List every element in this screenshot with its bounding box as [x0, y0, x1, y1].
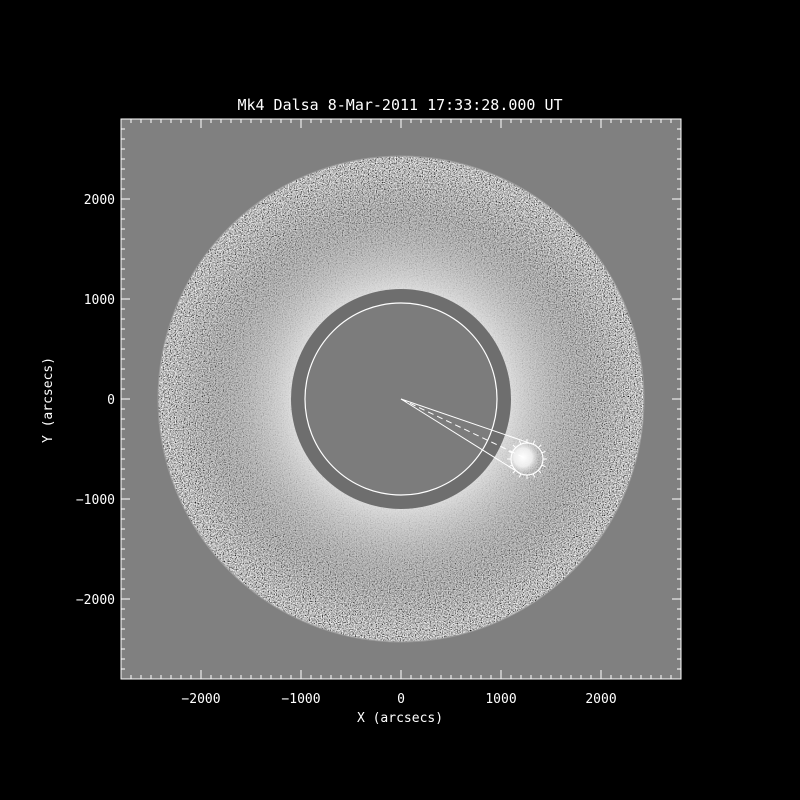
cme-cone-outline	[400, 398, 535, 474]
field-of-view-edge	[157, 155, 645, 643]
cme-front-tick	[518, 440, 522, 445]
cme-front-tick	[541, 450, 546, 454]
x-tick-label: 1000	[485, 692, 516, 707]
cme-front-tick	[537, 444, 542, 449]
cme-feature	[400, 398, 547, 479]
solar-limb-circle	[304, 302, 498, 496]
cme-front-tick	[518, 473, 522, 478]
cme-front-tick	[508, 450, 513, 454]
y-tick-label: 0	[107, 393, 115, 408]
y-tick-label: 2000	[84, 193, 115, 208]
cme-front-tick	[537, 469, 542, 474]
x-axis-label: X (arcsecs)	[357, 711, 443, 726]
cme-front-tick	[512, 469, 517, 474]
x-tick-label: 2000	[585, 692, 616, 707]
cme-front-tick	[508, 464, 513, 468]
figure-title: Mk4 Dalsa 8-Mar-2011 17:33:28.000 UT	[237, 96, 562, 114]
image-panel: −2000 −1000 0 1000 2000 −2000 −1000 0 1000 2000	[76, 118, 682, 707]
cme-front-tick	[532, 440, 536, 445]
axis-ticks	[120, 118, 682, 680]
x-tick-label: −1000	[281, 692, 320, 707]
cme-front-ticks	[507, 439, 547, 479]
y-tick-label: 1000	[84, 293, 115, 308]
x-tick-labels: −2000 −1000 0 1000 2000	[181, 692, 616, 707]
cme-front-tick	[512, 444, 517, 449]
x-tick-label: 0	[397, 692, 405, 707]
cme-front-tick	[532, 473, 536, 478]
y-tick-label: −2000	[76, 593, 115, 608]
y-tick-labels: −2000 −1000 0 1000 2000	[76, 193, 115, 608]
y-axis-label: Y (arcsecs)	[41, 357, 56, 443]
cme-front-tick	[541, 464, 546, 468]
y-tick-label: −1000	[76, 493, 115, 508]
cme-cone-centerline	[400, 398, 525, 459]
x-tick-label: −2000	[181, 692, 220, 707]
